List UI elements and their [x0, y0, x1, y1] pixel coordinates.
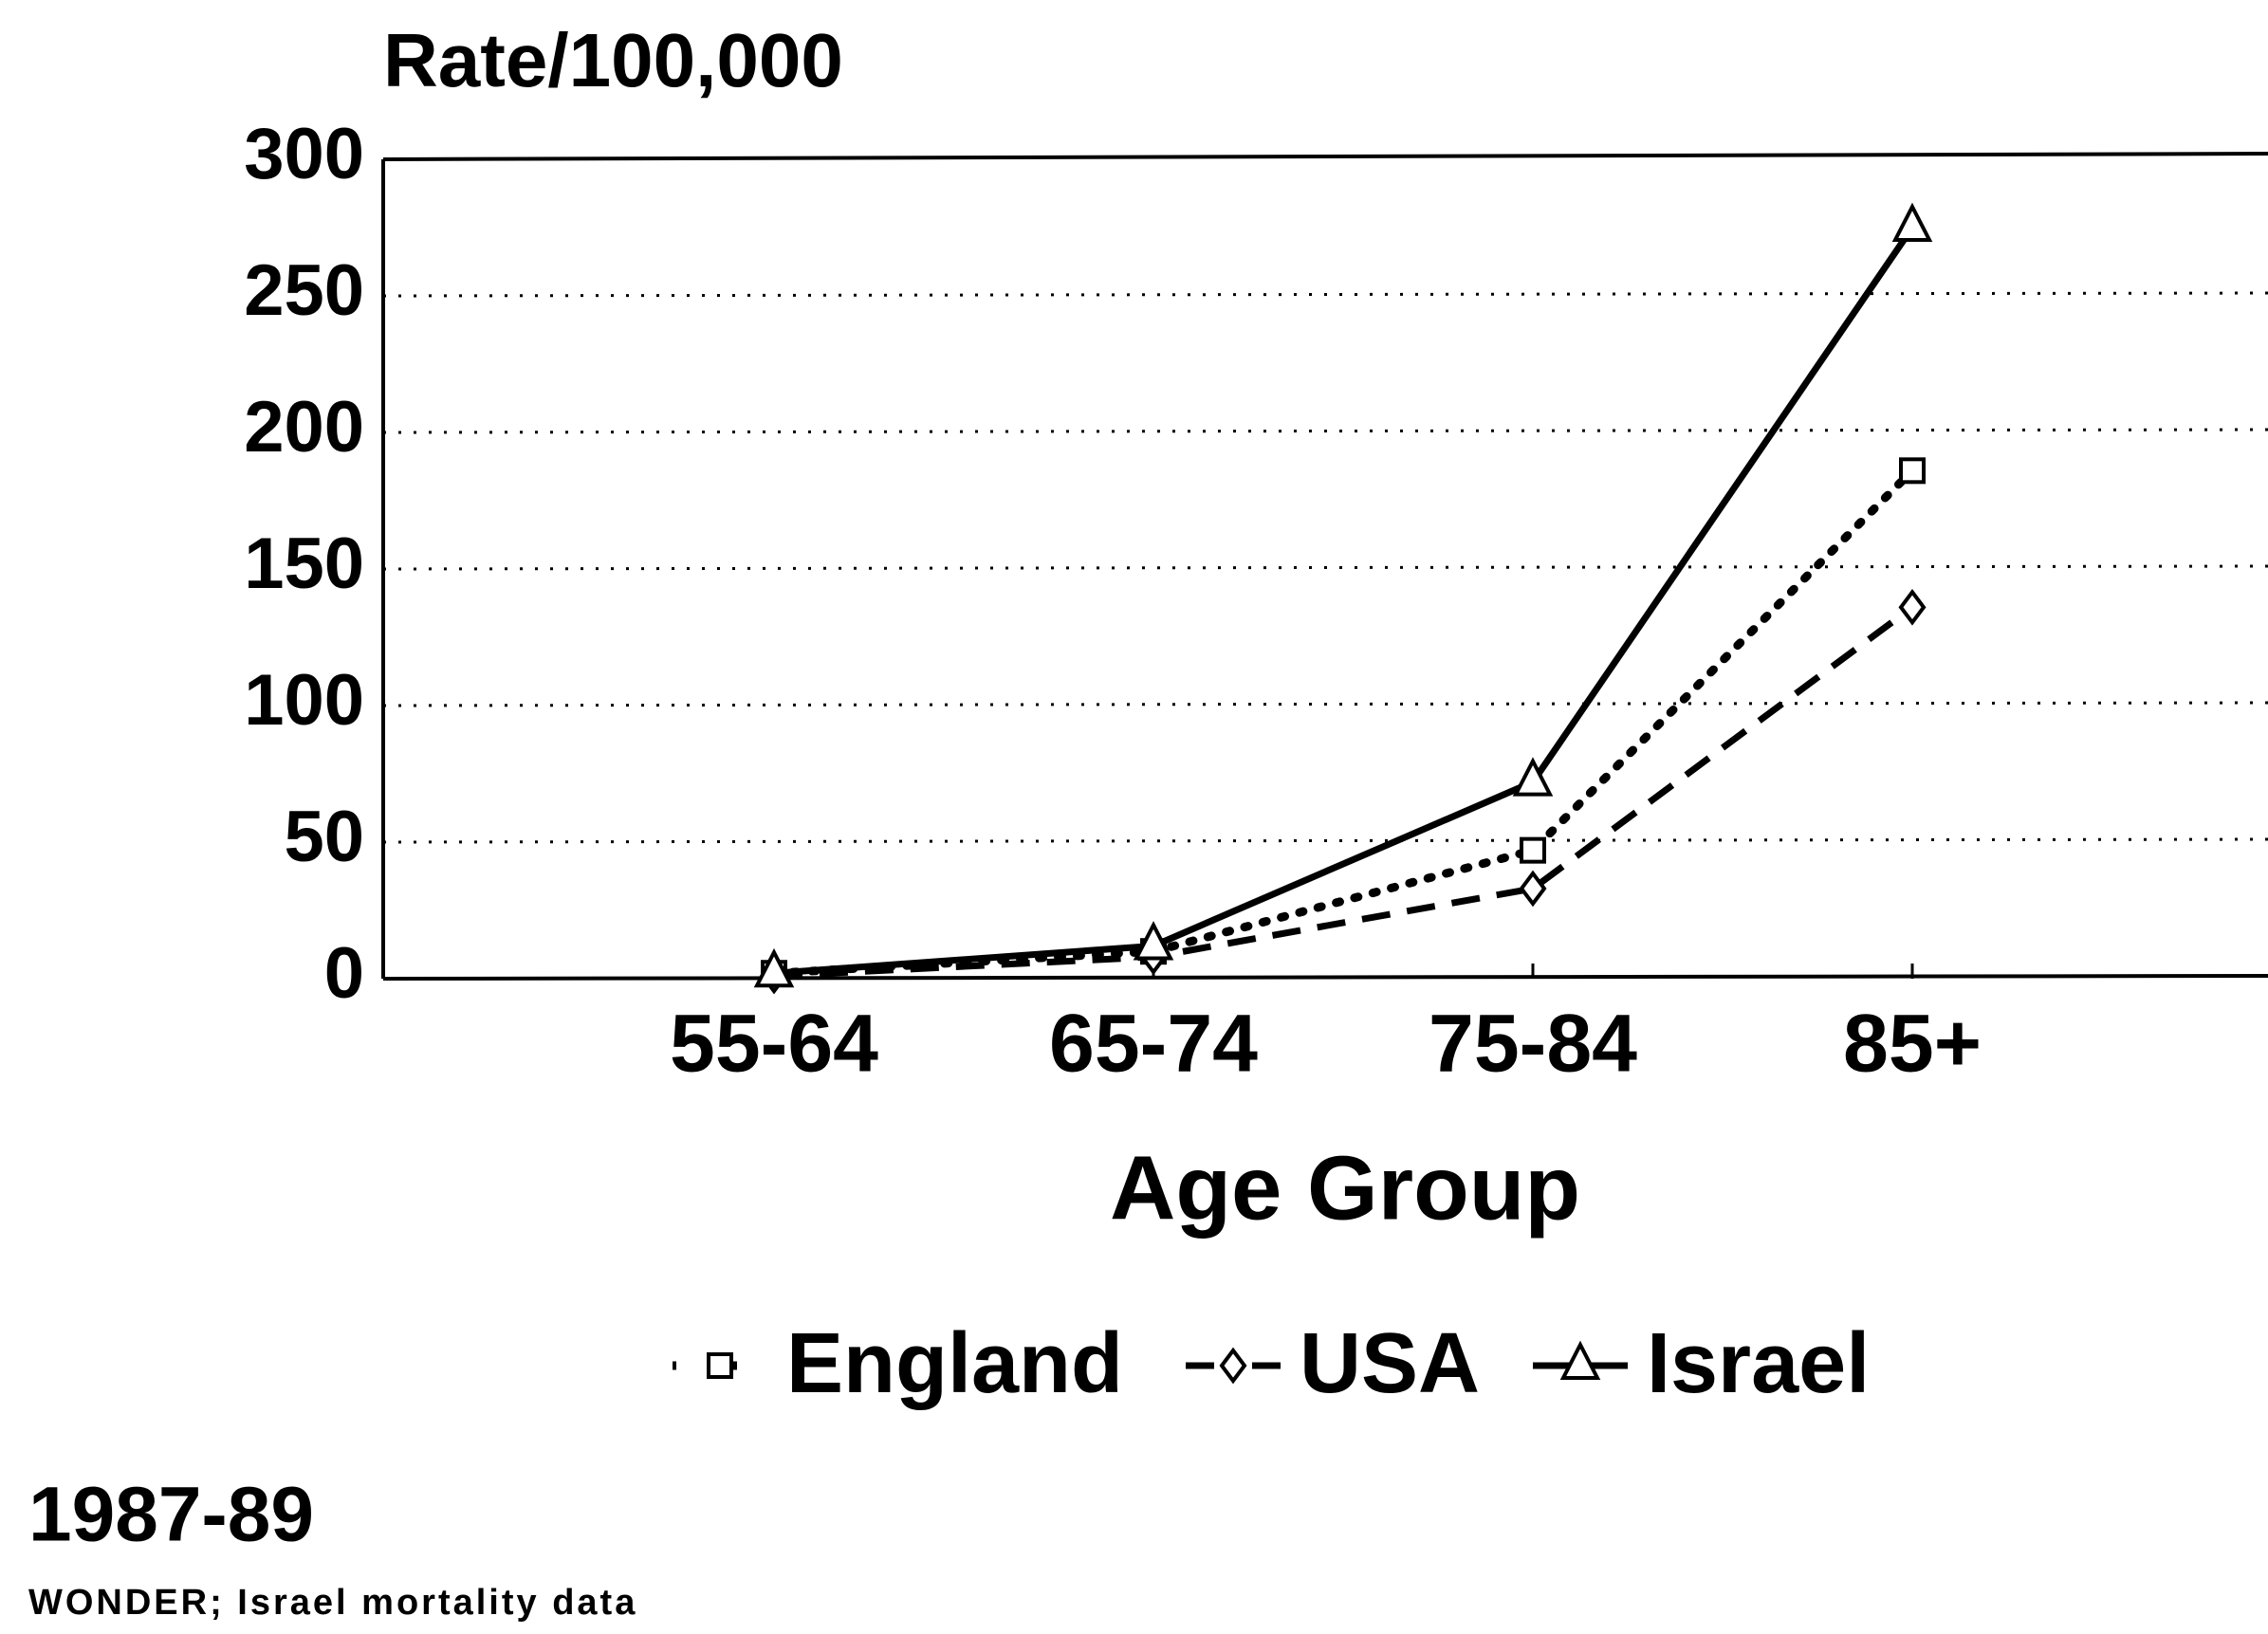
legend-marker: [1559, 1340, 1601, 1380]
data-point: [1899, 457, 1926, 485]
legend-label: Israel: [1647, 1316, 1870, 1411]
series-line: [769, 466, 1917, 978]
x-tick-label: 55-64: [670, 999, 878, 1090]
x-tick-label: 65-74: [1049, 999, 1258, 1090]
grid-line: [382, 291, 2268, 298]
data-point: [1519, 870, 1547, 908]
data-point: [753, 947, 795, 988]
data-point: [1520, 836, 1546, 864]
source-note: WONDER; Israel mortality data: [28, 1583, 637, 1623]
y-tick-label: 300: [244, 114, 364, 194]
legend-label: England: [786, 1316, 1123, 1411]
data-point: [1133, 921, 1174, 961]
legend-marker: [707, 1352, 733, 1379]
y-tick-label: 150: [244, 523, 364, 604]
y-tick-label: 100: [244, 660, 364, 741]
x-tick-label: 75-84: [1429, 999, 1637, 1090]
plot-frame-bottom: [382, 974, 2268, 981]
x-tick-label: 85+: [1843, 999, 1982, 1090]
legend-label: USA: [1300, 1316, 1480, 1411]
y-tick-label: 250: [244, 250, 364, 331]
series-line: [773, 226, 1915, 977]
grid-line: [382, 428, 2268, 434]
legend-marker: [1219, 1347, 1247, 1385]
grid-line: [382, 701, 2268, 707]
y-axis-label: Rate/100,000: [383, 18, 843, 102]
data-point: [1512, 757, 1554, 797]
data-point: [1891, 202, 1933, 242]
grid-line: [382, 837, 2268, 844]
data-point: [1898, 588, 1927, 626]
y-tick-label: 50: [284, 797, 364, 877]
x-axis-label: Age Group: [1110, 1137, 1580, 1239]
plot-frame-top: [382, 152, 2268, 161]
grid-line: [382, 564, 2268, 571]
y-tick-label: 200: [244, 387, 364, 468]
series-line: [773, 604, 1915, 980]
y-tick-label: 0: [324, 933, 364, 1014]
period-label: 1987-89: [28, 1472, 314, 1558]
